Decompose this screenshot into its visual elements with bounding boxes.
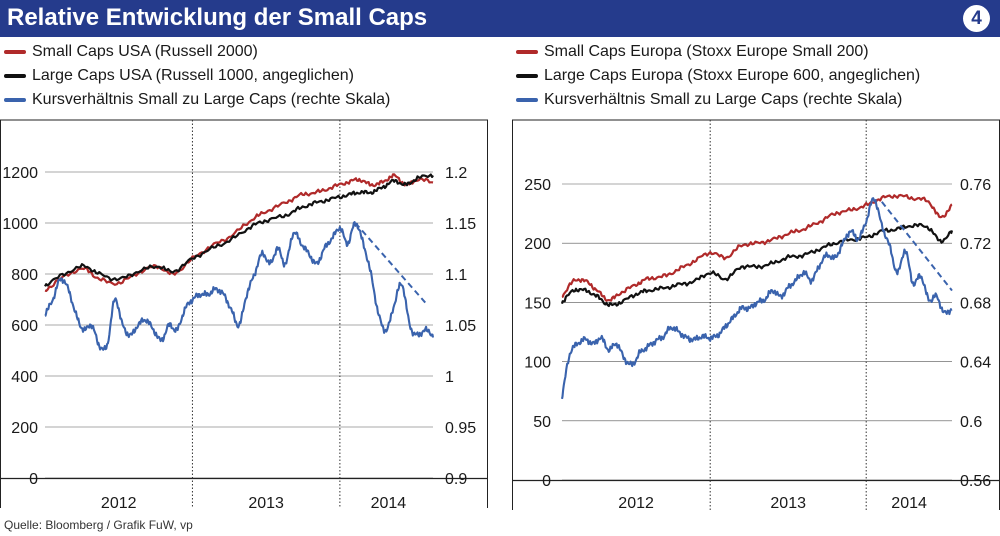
- x-tick-label: 2012: [101, 495, 137, 512]
- right-tick-label: 1.2: [445, 165, 467, 182]
- left-tick-label: 100: [524, 355, 551, 372]
- right-tick-label: 0.72: [960, 236, 991, 253]
- source-note: Quelle: Bloomberg / Grafik FuW, vp: [4, 518, 193, 532]
- series-line-large-caps: [44, 173, 434, 287]
- x-tick-label: 2013: [248, 495, 284, 512]
- series-line-small-caps: [561, 193, 953, 302]
- legend-swatch: [516, 98, 538, 102]
- right-tick-label: 0.76: [960, 177, 991, 194]
- legend-swatch: [4, 98, 26, 102]
- trend-line: [881, 201, 953, 292]
- right-tick-label: 0.6: [960, 414, 982, 431]
- chart-usa: 0 200 400 600 800 1000 1200 0.9 0.95 1 1.05 1.1 1.15…: [0, 119, 488, 512]
- left-tick-label: 0: [29, 471, 38, 488]
- legend-item: Kursverhältnis Small zu Large Caps (rech…: [516, 88, 920, 112]
- x-tick-label: 2012: [618, 495, 654, 512]
- left-tick-label: 200: [11, 420, 38, 437]
- legend-item: Large Caps Europa (Stoxx Europe 600, ang…: [516, 64, 920, 88]
- legend-item: Small Caps Europa (Stoxx Europe Small 20…: [516, 40, 920, 64]
- legend-label: Kursverhältnis Small zu Large Caps (rech…: [544, 91, 903, 108]
- x-tick-label: 2014: [891, 495, 927, 512]
- trend-line: [354, 222, 426, 304]
- left-tick-label: 1000: [2, 216, 38, 233]
- series-line-large-caps: [560, 222, 954, 308]
- right-tick-label: 0.64: [960, 355, 991, 372]
- legend-europa: Small Caps Europa (Stoxx Europe Small 20…: [516, 40, 920, 112]
- legend-label: Kursverhältnis Small zu Large Caps (rech…: [32, 91, 391, 108]
- right-tick-label: 0.95: [445, 420, 476, 437]
- left-tick-label: 150: [524, 295, 551, 312]
- figure-number-badge: 4: [963, 5, 990, 32]
- series-line-ratio: [560, 197, 953, 400]
- legend-label: Small Caps USA (Russell 2000): [32, 43, 258, 60]
- right-tick-label: 1.05: [445, 318, 476, 335]
- right-tick-label: 0.9: [445, 471, 467, 488]
- legend-swatch: [516, 50, 538, 54]
- legend-item: Kursverhältnis Small zu Large Caps (rech…: [4, 88, 390, 112]
- right-tick-label: 0.56: [960, 473, 991, 490]
- left-tick-label: 250: [524, 177, 551, 194]
- legend-swatch: [4, 50, 26, 54]
- header-bar: Relative Entwicklung der Small Caps 4: [0, 0, 1000, 37]
- x-tick-label: 2014: [371, 495, 407, 512]
- left-tick-label: 600: [11, 318, 38, 335]
- legend-item: Small Caps USA (Russell 2000): [4, 40, 390, 64]
- left-tick-label: 400: [11, 369, 38, 386]
- right-tick-label: 1.15: [445, 216, 476, 233]
- x-tick-label: 2013: [770, 495, 806, 512]
- legend-label: Large Caps USA (Russell 1000, angegliche…: [32, 67, 354, 84]
- left-tick-label: 1200: [2, 165, 38, 182]
- series-line-small-caps: [44, 173, 434, 292]
- legend-swatch: [516, 74, 538, 78]
- legend-label: Large Caps Europa (Stoxx Europe 600, ang…: [544, 67, 921, 84]
- legend-usa: Small Caps USA (Russell 2000) Large Caps …: [4, 40, 390, 112]
- legend-label: Small Caps Europa (Stoxx Europe Small 20…: [544, 43, 869, 60]
- right-tick-label: 1.1: [445, 267, 467, 284]
- left-tick-label: 50: [533, 414, 551, 431]
- series-line-ratio: [44, 221, 435, 351]
- legend-swatch: [4, 74, 26, 78]
- legend-item: Large Caps USA (Russell 1000, angegliche…: [4, 64, 390, 88]
- left-tick-label: 200: [524, 236, 551, 253]
- right-tick-label: 1: [445, 369, 454, 386]
- chart-title: Relative Entwicklung der Small Caps: [7, 4, 428, 31]
- right-tick-label: 0.68: [960, 295, 991, 312]
- left-tick-label: 800: [11, 267, 38, 284]
- left-tick-label: 0: [542, 473, 551, 490]
- chart-europa: 0 50 100 150 200 250 0.56 0.6 0.64 0.68 0.72 0.76 20…: [512, 119, 1000, 512]
